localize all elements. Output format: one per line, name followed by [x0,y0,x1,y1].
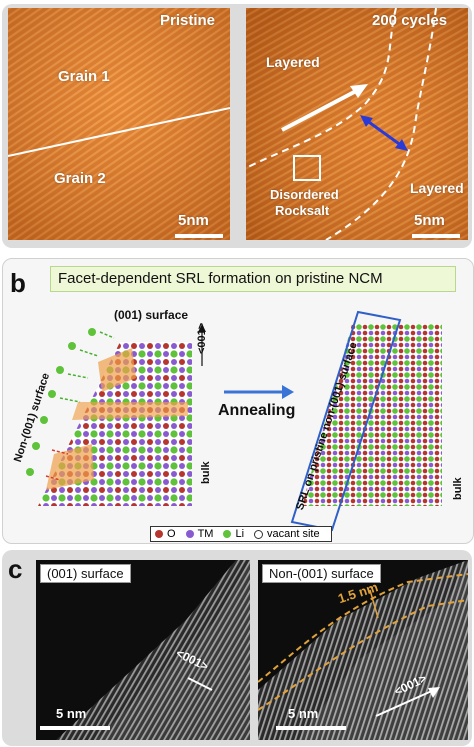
annealing-arrow-head [282,385,294,399]
legend-li-label: Li [235,528,245,540]
li-outside-atom [48,390,56,398]
vacant-site-icon [254,529,264,539]
li-outside-atom [40,416,48,424]
pristine-scale-bar [175,234,223,238]
migration-arrow-red [45,475,61,481]
o-atom-icon [155,530,163,538]
pristine-title: Pristine [160,12,216,29]
migration-arrow [79,349,99,357]
stem-non001-scale-label: 5 nm [288,706,319,721]
stem-001-lattice [36,560,250,740]
bulk-right-label: bulk [452,477,464,500]
stem-non001-scale-bar [276,726,346,730]
rocksalt-label: Rocksalt [275,203,330,218]
li-outside-atom [26,468,34,476]
layered-bottom-label: Layered [410,180,464,196]
stem-001-scale-bar [40,726,110,730]
stem-image-non001 [258,560,468,740]
legend-vacant-label: vacant site [267,528,320,540]
direction-arrow-head-non001 [428,687,440,698]
disorder-zone-top [98,348,136,392]
grain-boundary-line [8,107,230,157]
srl-inner-boundary [258,599,468,711]
stem-image-001 [36,560,250,740]
pristine-scale-label: 5nm [178,212,209,229]
legend-o-label: O [167,528,176,540]
boundary-dashed-left [246,8,397,169]
li-outside-atom [88,328,96,336]
tm-atom-icon [185,530,194,538]
layered-arrow-head [350,84,368,98]
bulk-left-label: bulk [200,461,212,484]
cycles-title: 200 cycles [372,12,448,29]
srl-region-box [290,310,402,532]
width-arrow-head-b [395,139,408,151]
width-arrow-head-a [360,115,373,127]
rocksalt-region-box [293,155,321,181]
layered-direction-arrow [281,88,359,132]
cycled-lattice [246,8,468,240]
cycled-scale-label: 5nm [414,212,445,229]
stem-non001-lattice [258,560,468,740]
disordered-label: Disordered [270,187,339,202]
direction-arrow-non001 [375,689,435,717]
li-outside-atom [32,442,40,450]
boundary-dashed-right [325,8,437,240]
grain1-label: Grain 1 [58,68,110,85]
migration-arrow [67,373,89,379]
layered-top-label: Layered [266,54,320,70]
panel-b-title-box [50,266,456,292]
panel-b-letter: b [10,268,26,298]
stem-001-scale-label: 5 nm [56,706,87,721]
surface-001-label: (001) surface [114,308,189,322]
li-outside-atom [68,342,76,350]
disorder-zone-mid [72,402,188,420]
panel-b-title: Facet-dependent SRL formation on pristin… [58,270,383,287]
pristine-image [8,8,230,240]
atom-legend: O TM Li vacant site [150,526,332,542]
migration-arrow-red [51,449,69,455]
direction-001-label: <001> [196,322,208,354]
surface-001-tag: (001) surface [40,564,131,583]
grain2-label: Grain 2 [54,170,106,187]
direction-axis-arrow-head [198,324,206,332]
cycled-image [246,8,468,240]
cycled-scale-bar [412,234,460,238]
li-outside-atom [56,366,64,374]
panel-c-letter: c [8,554,23,584]
li-atom-icon [223,530,232,538]
thickness-marker [369,589,379,619]
width-double-arrow [365,118,403,148]
panel-b-schematic [26,310,442,532]
surface-non001-tag: Non-(001) surface [262,564,381,583]
srl-outer-boundary [258,573,468,683]
migration-arrow [59,397,81,403]
right-lattice-block [302,324,442,506]
pristine-lattice [8,8,230,240]
annealing-label: Annealing [218,402,296,419]
legend-tm-label: TM [197,528,214,540]
migration-arrow [99,331,115,339]
direction-arrow-001 [187,677,213,691]
disorder-zone-low [46,444,94,490]
